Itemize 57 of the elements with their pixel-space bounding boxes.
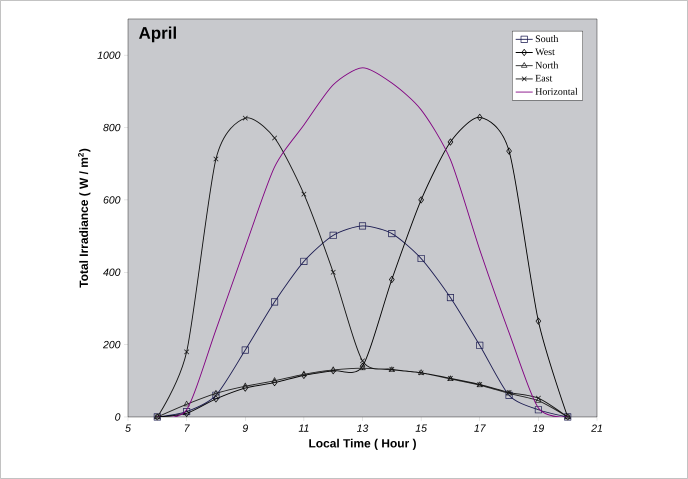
point [184, 400, 190, 406]
point [446, 294, 454, 302]
y-tick-label: 600 [104, 196, 120, 204]
point [418, 254, 425, 262]
x-tick-label: 7 [184, 424, 190, 432]
legend-label: East [535, 74, 552, 82]
point [242, 116, 248, 121]
legend-label: Horizontal [535, 88, 578, 95]
x-tick-label: 11 [298, 424, 308, 432]
y-tick-label: 400 [103, 268, 120, 276]
point [360, 358, 366, 364]
point [330, 232, 337, 239]
x-tick-label: 13 [356, 424, 368, 432]
point [300, 258, 308, 265]
point [534, 406, 542, 414]
y-tick-label: 200 [102, 340, 120, 348]
x-axis-title: Local Time ( Hour ) [309, 438, 416, 450]
point [213, 156, 219, 162]
point [213, 395, 219, 402]
point [212, 390, 220, 396]
point [301, 372, 307, 379]
y-tick-label: 1000 [97, 51, 120, 59]
legend-label: South [536, 35, 558, 42]
point [388, 230, 396, 238]
point [476, 342, 484, 349]
x-tick-label: 19 [532, 424, 544, 432]
point [271, 377, 278, 383]
point [536, 318, 542, 325]
point [477, 114, 483, 121]
point [272, 379, 278, 386]
y-axis-title: Total Irradiance ( W / m$^{2}$) [78, 148, 90, 288]
point [389, 276, 395, 284]
point [506, 148, 512, 155]
x-tick-label: 17 [474, 424, 486, 432]
point [301, 191, 306, 197]
legend-label: North [535, 61, 558, 69]
x-tick-label: 15 [416, 424, 427, 432]
x-tick-label: 21 [591, 424, 602, 432]
point [330, 366, 336, 372]
point [358, 222, 366, 230]
y-tick-label: 800 [103, 124, 120, 132]
point [330, 270, 336, 275]
legend-label: West [535, 48, 555, 56]
point [242, 384, 248, 392]
x-tick-label: 5 [125, 424, 131, 432]
point [448, 138, 454, 146]
point [271, 298, 278, 306]
x-tick-label: 9 [242, 424, 248, 432]
point [272, 135, 278, 141]
point [242, 382, 248, 388]
y-tick-label: 0 [115, 413, 120, 421]
chart-title: April [138, 26, 176, 42]
point [242, 346, 249, 354]
point [300, 370, 308, 376]
point [212, 392, 220, 399]
point [184, 349, 190, 354]
point [418, 196, 424, 204]
